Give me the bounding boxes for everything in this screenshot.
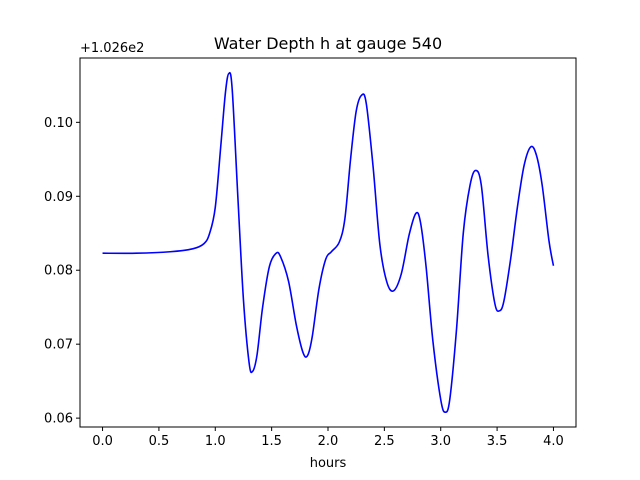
x-tick-label: 1.0 (205, 434, 226, 449)
x-axis: 0.0 0.5 1.0 1.5 2.0 2.5 3.0 3.5 4.0 (92, 427, 564, 449)
plot-area (80, 58, 576, 427)
x-tick-label: 3.5 (487, 434, 508, 449)
y-tick-label: 0.07 (44, 338, 73, 353)
series-line (102, 71, 555, 414)
x-tick-label: 1.5 (261, 434, 282, 449)
x-tick-label: 2.0 (318, 434, 339, 449)
y-tick-label: 0.08 (44, 264, 73, 279)
x-tick-label: 0.0 (92, 434, 113, 449)
x-tick-label: 2.5 (374, 434, 395, 449)
y-tick-label: 0.09 (44, 190, 73, 205)
y-tick-label: 0.06 (44, 412, 73, 427)
y-offset-label: +1.026e2 (80, 41, 144, 56)
y-axis: 0.06 0.07 0.08 0.09 0.10 (44, 116, 80, 427)
y-tick-label: 0.10 (44, 116, 73, 131)
chart-title: Water Depth h at gauge 540 (214, 34, 442, 53)
series-layer (102, 71, 555, 414)
x-axis-label: hours (310, 456, 347, 471)
x-tick-label: 4.0 (543, 434, 564, 449)
x-tick-label: 3.0 (430, 434, 451, 449)
x-tick-label: 0.5 (149, 434, 170, 449)
